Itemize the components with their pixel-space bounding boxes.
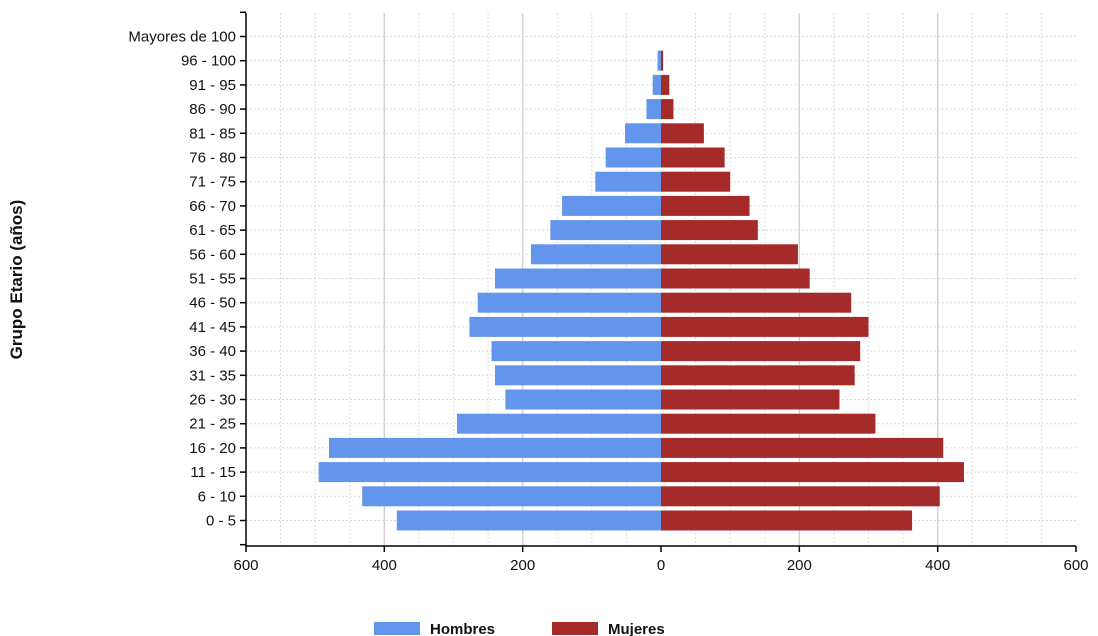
y-tick-label: 26 - 30 [189,392,236,409]
y-tick-label: 71 - 75 [189,174,236,191]
bar-mujeres [661,341,861,362]
bar-hombres [495,268,661,289]
legend: Hombres Mujeres [374,621,665,636]
bar-hombres [646,99,661,120]
bars [318,50,964,531]
bar-mujeres [661,389,840,410]
bar-hombres [495,365,661,386]
bar-mujeres [661,437,944,458]
bar-mujeres [661,365,855,386]
y-tick-label: 86 - 90 [189,101,236,118]
bar-hombres [652,74,661,95]
bar-mujeres [661,316,869,337]
y-tick-label: Mayores de 100 [128,29,236,46]
y-tick-label: 96 - 100 [181,53,236,70]
bar-mujeres [661,171,731,192]
bar-mujeres [661,462,964,483]
y-tick-label: 11 - 15 [190,464,236,481]
legend-swatch [374,622,420,635]
y-tick-label: 66 - 70 [189,198,236,215]
bar-mujeres [661,292,852,313]
bar-mujeres [661,486,940,507]
bar-hombres [491,341,661,362]
x-tick-label: 400 [372,557,397,574]
bar-hombres [329,437,661,458]
y-tick-label: 31 - 35 [189,367,236,384]
bar-mujeres [661,99,674,120]
y-tick-label: 51 - 55 [189,271,236,288]
bar-mujeres [661,74,670,95]
y-tick-label: 16 - 20 [189,440,236,457]
bar-hombres [505,389,661,410]
bar-mujeres [661,147,725,168]
bar-hombres [477,292,661,313]
legend-label: Mujeres [608,621,665,636]
axes [240,11,1077,552]
bar-hombres [396,510,661,531]
bar-hombres [318,462,661,483]
bar-hombres [469,316,661,337]
bar-mujeres [661,413,876,434]
bar-hombres [530,244,661,265]
y-tick-label: 56 - 60 [189,246,236,263]
y-tick-label: 91 - 95 [189,77,236,94]
bar-hombres [625,123,661,144]
x-tick-label: 400 [925,557,950,574]
y-tick-label: 76 - 80 [189,150,236,167]
x-tick-label: 200 [787,557,812,574]
bar-mujeres [661,195,750,216]
bar-hombres [562,195,661,216]
legend-swatch [552,622,598,635]
x-tick-label: 200 [510,557,535,574]
bar-hombres [595,171,661,192]
y-tick-label: 36 - 40 [189,343,236,360]
y-tick-label: 6 - 10 [198,488,236,505]
bar-mujeres [661,123,704,144]
bar-hombres [456,413,661,434]
y-axis-label: Grupo Etario (años) [7,200,26,360]
x-tick-label: 0 [657,557,665,574]
tick-labels: 0 - 5 6 - 10 11 - 15 16 - 20 21 - 25 26 - 30 3… [128,29,1088,575]
y-tick-label: 81 - 85 [189,125,236,142]
bar-mujeres [661,50,664,71]
y-tick-label: 21 - 25 [189,416,236,433]
bar-mujeres [661,220,758,241]
bar-mujeres [661,244,798,265]
bar-mujeres [661,510,913,531]
y-tick-label: 46 - 50 [189,295,236,312]
bar-hombres [657,50,661,71]
bar-mujeres [661,268,810,289]
legend-label: Hombres [430,621,495,636]
y-tick-label: 41 - 45 [189,319,236,336]
y-tick-label: 0 - 5 [206,513,236,530]
bar-hombres [362,486,661,507]
legend-item: Mujeres [552,621,665,636]
bar-hombres [550,220,661,241]
legend-item: Hombres [374,621,495,636]
x-tick-label: 600 [233,557,258,574]
bar-hombres [605,147,661,168]
x-tick-label: 600 [1063,557,1088,574]
y-tick-label: 61 - 65 [189,222,236,239]
